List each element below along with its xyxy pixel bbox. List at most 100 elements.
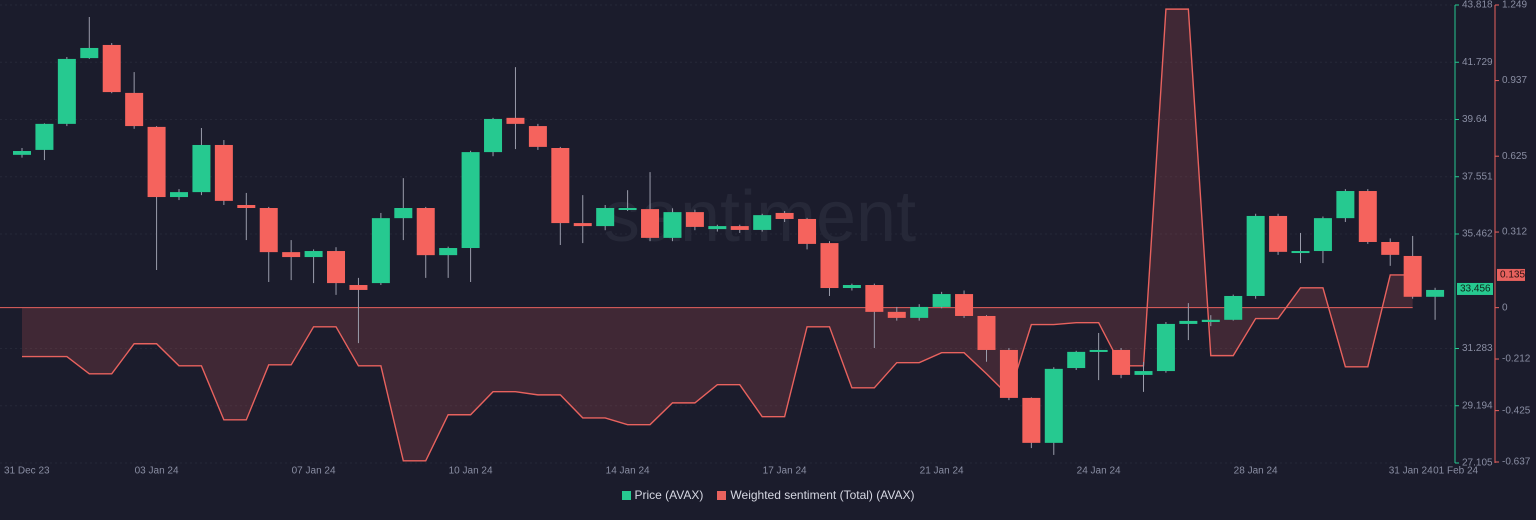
candle-body xyxy=(528,126,547,147)
candle-body xyxy=(1089,349,1108,352)
x-tick-label: 10 Jan 24 xyxy=(449,466,493,477)
x-tick-label: 28 Jan 24 xyxy=(1234,466,1278,477)
y-tick-label: 41.729 xyxy=(1462,57,1493,68)
candle-body xyxy=(170,192,189,198)
candle-body xyxy=(865,285,884,312)
x-tick-label: 31 Jan 24 xyxy=(1389,466,1433,477)
candle-body xyxy=(887,311,906,318)
candle-body xyxy=(775,212,794,219)
candle-body xyxy=(214,144,233,201)
legend-swatch xyxy=(621,490,631,500)
chart: santiment 27.10529.19431.28335.46237.551… xyxy=(0,0,1531,477)
y-tick-label: 31.283 xyxy=(1462,343,1493,354)
candle-body xyxy=(842,285,861,289)
candle-body xyxy=(573,223,592,227)
candle-body xyxy=(730,226,749,230)
candle-body xyxy=(371,218,390,284)
legend-swatch xyxy=(717,490,727,500)
y2-tick-label: -0.212 xyxy=(1502,354,1531,365)
candle-body xyxy=(999,349,1018,398)
candle-body xyxy=(1246,215,1265,296)
candle-body xyxy=(102,44,121,93)
candle-body xyxy=(596,208,615,227)
x-tick-label: 01 Feb 24 xyxy=(1433,466,1478,477)
candle-body xyxy=(955,294,974,316)
candle-body xyxy=(259,208,278,253)
candle-body xyxy=(753,215,772,230)
y2-tick-label: 0 xyxy=(1502,302,1508,313)
candle-body xyxy=(551,147,570,224)
candle-body xyxy=(349,285,368,290)
legend-item[interactable]: Weighted sentiment (Total) (AVAX) xyxy=(717,488,914,502)
candle-body xyxy=(57,58,76,124)
x-tick-label: 03 Jan 24 xyxy=(135,466,179,477)
candle-body xyxy=(977,315,996,350)
x-tick-label: 17 Jan 24 xyxy=(763,466,807,477)
candle-body xyxy=(910,306,929,318)
candle-body xyxy=(13,151,31,155)
candle-body xyxy=(1291,251,1310,254)
candle-body xyxy=(1403,255,1422,297)
candle-body xyxy=(35,123,54,150)
candle-body xyxy=(685,212,704,227)
x-tick-label: 07 Jan 24 xyxy=(292,466,336,477)
y-tick-label: 43.818 xyxy=(1462,0,1493,11)
candle-body xyxy=(237,204,256,209)
x-tick-label: 24 Jan 24 xyxy=(1077,466,1121,477)
candle-body xyxy=(1381,241,1400,255)
x-tick-label: 21 Jan 24 xyxy=(920,466,964,477)
candle-body xyxy=(484,118,503,153)
x-tick-label: 31 Dec 23 xyxy=(4,466,50,477)
candle-body xyxy=(416,208,435,256)
sentiment-line xyxy=(22,8,1413,462)
candle-body xyxy=(1224,295,1243,320)
candle-body xyxy=(1313,218,1332,252)
candle-body xyxy=(1336,191,1355,219)
legend-label: Weighted sentiment (Total) (AVAX) xyxy=(730,488,915,502)
candle-body xyxy=(1022,397,1041,443)
candle-body xyxy=(798,218,817,244)
candle-body xyxy=(1156,323,1175,372)
y2-tick-label: 0.312 xyxy=(1502,227,1527,238)
legend-item[interactable]: Price (AVAX) xyxy=(621,488,704,502)
candle-body xyxy=(663,212,682,238)
candle-body xyxy=(147,126,166,198)
y-tick-label: 27.105 xyxy=(1462,458,1493,469)
candle-body xyxy=(125,92,144,127)
candle-body xyxy=(327,251,346,284)
candle-body xyxy=(820,243,839,289)
candle-body xyxy=(1269,215,1288,252)
last-price-box xyxy=(1457,282,1493,295)
candle-body xyxy=(439,248,458,256)
candle-body xyxy=(932,294,951,307)
y2-tick-label: 0.937 xyxy=(1502,75,1527,86)
y-tick-label: 39.64 xyxy=(1462,114,1487,125)
y-tick-label: 29.194 xyxy=(1462,400,1493,411)
y2-tick-label: 1.249 xyxy=(1502,0,1527,11)
candle-body xyxy=(1044,368,1063,443)
candle-body xyxy=(1134,371,1153,375)
legend: Price (AVAX) Weighted sentiment (Total) … xyxy=(0,488,1536,502)
candle-body xyxy=(1112,349,1131,375)
y-tick-label: 37.551 xyxy=(1462,171,1493,182)
candle-body xyxy=(506,117,525,124)
candle-body xyxy=(708,226,727,230)
last-sentiment-label: 0.135 xyxy=(1500,270,1525,281)
candle-body xyxy=(282,252,301,258)
candle-body xyxy=(1067,351,1086,369)
candle-body xyxy=(1179,320,1198,324)
candle-body xyxy=(1201,319,1220,323)
candle-body xyxy=(618,208,637,211)
candle-body xyxy=(1358,191,1377,242)
candle-body xyxy=(304,251,323,258)
y-tick-label: 35.462 xyxy=(1462,229,1493,240)
legend-label: Price (AVAX) xyxy=(634,488,704,502)
candle-body xyxy=(80,47,99,59)
y2-tick-label: 0.625 xyxy=(1502,151,1527,162)
candle-body xyxy=(461,152,480,249)
y2-tick-label: -0.637 xyxy=(1502,457,1531,468)
candle-body xyxy=(1426,289,1445,297)
candle-body xyxy=(641,209,660,238)
candle-body xyxy=(192,144,211,193)
